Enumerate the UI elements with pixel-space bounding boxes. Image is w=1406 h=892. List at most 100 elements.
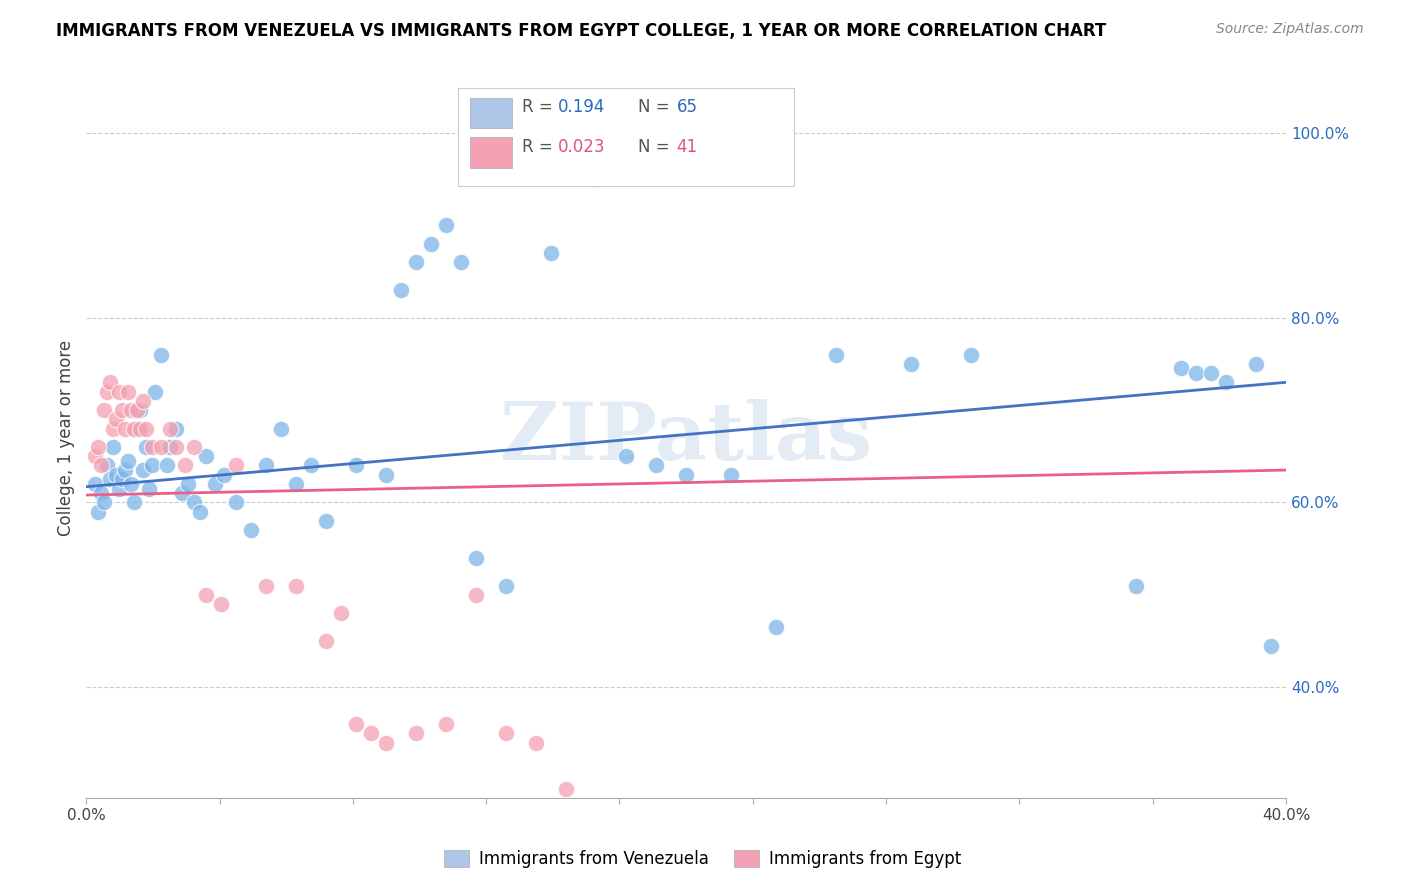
Point — [98, 472, 121, 486]
Point — [270, 421, 292, 435]
Point — [240, 523, 263, 537]
Point — [159, 440, 181, 454]
Point — [105, 412, 128, 426]
Legend: Immigrants from Venezuela, Immigrants from Egypt: Immigrants from Venezuela, Immigrants fr… — [437, 843, 969, 875]
Point — [111, 472, 134, 486]
Point — [135, 440, 157, 454]
Point — [434, 717, 457, 731]
Point — [465, 550, 488, 565]
Point — [103, 440, 125, 454]
Text: 65: 65 — [676, 98, 697, 116]
Point — [177, 477, 200, 491]
Point — [172, 486, 194, 500]
Point — [555, 781, 578, 796]
Point — [420, 236, 443, 251]
Text: IMMIGRANTS FROM VENEZUELA VS IMMIGRANTS FROM EGYPT COLLEGE, 1 YEAR OR MORE CORRE: IMMIGRANTS FROM VENEZUELA VS IMMIGRANTS … — [56, 22, 1107, 40]
Point — [159, 421, 181, 435]
Point — [375, 467, 398, 482]
Point — [495, 578, 517, 592]
Point — [405, 726, 427, 740]
Point — [165, 421, 187, 435]
Point — [1185, 366, 1208, 380]
Point — [120, 477, 142, 491]
Point — [614, 449, 637, 463]
Point — [127, 421, 149, 435]
Point — [132, 393, 155, 408]
Point — [84, 449, 107, 463]
Point — [93, 403, 115, 417]
Point — [212, 467, 235, 482]
Point — [360, 726, 382, 740]
Point — [84, 477, 107, 491]
Point — [344, 717, 367, 731]
Point — [254, 578, 277, 592]
Point — [111, 403, 134, 417]
Point — [900, 357, 922, 371]
Point — [225, 495, 247, 509]
Point — [1125, 578, 1147, 592]
Point — [129, 403, 152, 417]
Point — [143, 384, 166, 399]
Point — [1170, 361, 1192, 376]
Point — [315, 514, 337, 528]
Text: 0.023: 0.023 — [558, 137, 605, 156]
Point — [1199, 366, 1222, 380]
Text: ZIPatlas: ZIPatlas — [501, 399, 872, 476]
Point — [495, 726, 517, 740]
Text: 0.194: 0.194 — [558, 98, 605, 116]
Point — [174, 458, 197, 473]
Point — [675, 467, 697, 482]
Point — [90, 458, 112, 473]
Point — [87, 505, 110, 519]
Point — [315, 634, 337, 648]
Point — [1260, 639, 1282, 653]
Text: N =: N = — [638, 98, 675, 116]
Point — [150, 440, 173, 454]
Point — [183, 495, 205, 509]
Point — [117, 384, 139, 399]
Point — [450, 255, 472, 269]
Bar — [470, 97, 512, 128]
Point — [96, 384, 118, 399]
Point — [135, 421, 157, 435]
Point — [156, 458, 179, 473]
Point — [96, 458, 118, 473]
Point — [645, 458, 668, 473]
Text: 41: 41 — [676, 137, 697, 156]
Point — [765, 620, 787, 634]
Point — [960, 348, 983, 362]
Point — [188, 505, 211, 519]
Point — [150, 348, 173, 362]
Point — [103, 421, 125, 435]
Point — [165, 440, 187, 454]
Point — [299, 458, 322, 473]
Point — [108, 384, 131, 399]
Text: N =: N = — [638, 137, 675, 156]
Point — [141, 458, 163, 473]
Point — [389, 283, 412, 297]
Point — [124, 421, 146, 435]
Point — [465, 588, 488, 602]
Point — [204, 477, 226, 491]
Point — [285, 578, 308, 592]
Text: Source: ZipAtlas.com: Source: ZipAtlas.com — [1216, 22, 1364, 37]
FancyBboxPatch shape — [458, 88, 794, 186]
Point — [825, 348, 848, 362]
Point — [120, 403, 142, 417]
Point — [524, 736, 547, 750]
Point — [405, 255, 427, 269]
Point — [375, 736, 398, 750]
Point — [138, 482, 160, 496]
Point — [114, 421, 136, 435]
Bar — [470, 137, 512, 168]
Point — [127, 403, 149, 417]
Point — [585, 172, 607, 186]
Text: R =: R = — [522, 98, 558, 116]
Point — [195, 449, 218, 463]
Point — [105, 467, 128, 482]
Point — [1244, 357, 1267, 371]
Point — [330, 607, 353, 621]
Point — [129, 421, 152, 435]
Point — [720, 121, 742, 136]
Point — [124, 495, 146, 509]
